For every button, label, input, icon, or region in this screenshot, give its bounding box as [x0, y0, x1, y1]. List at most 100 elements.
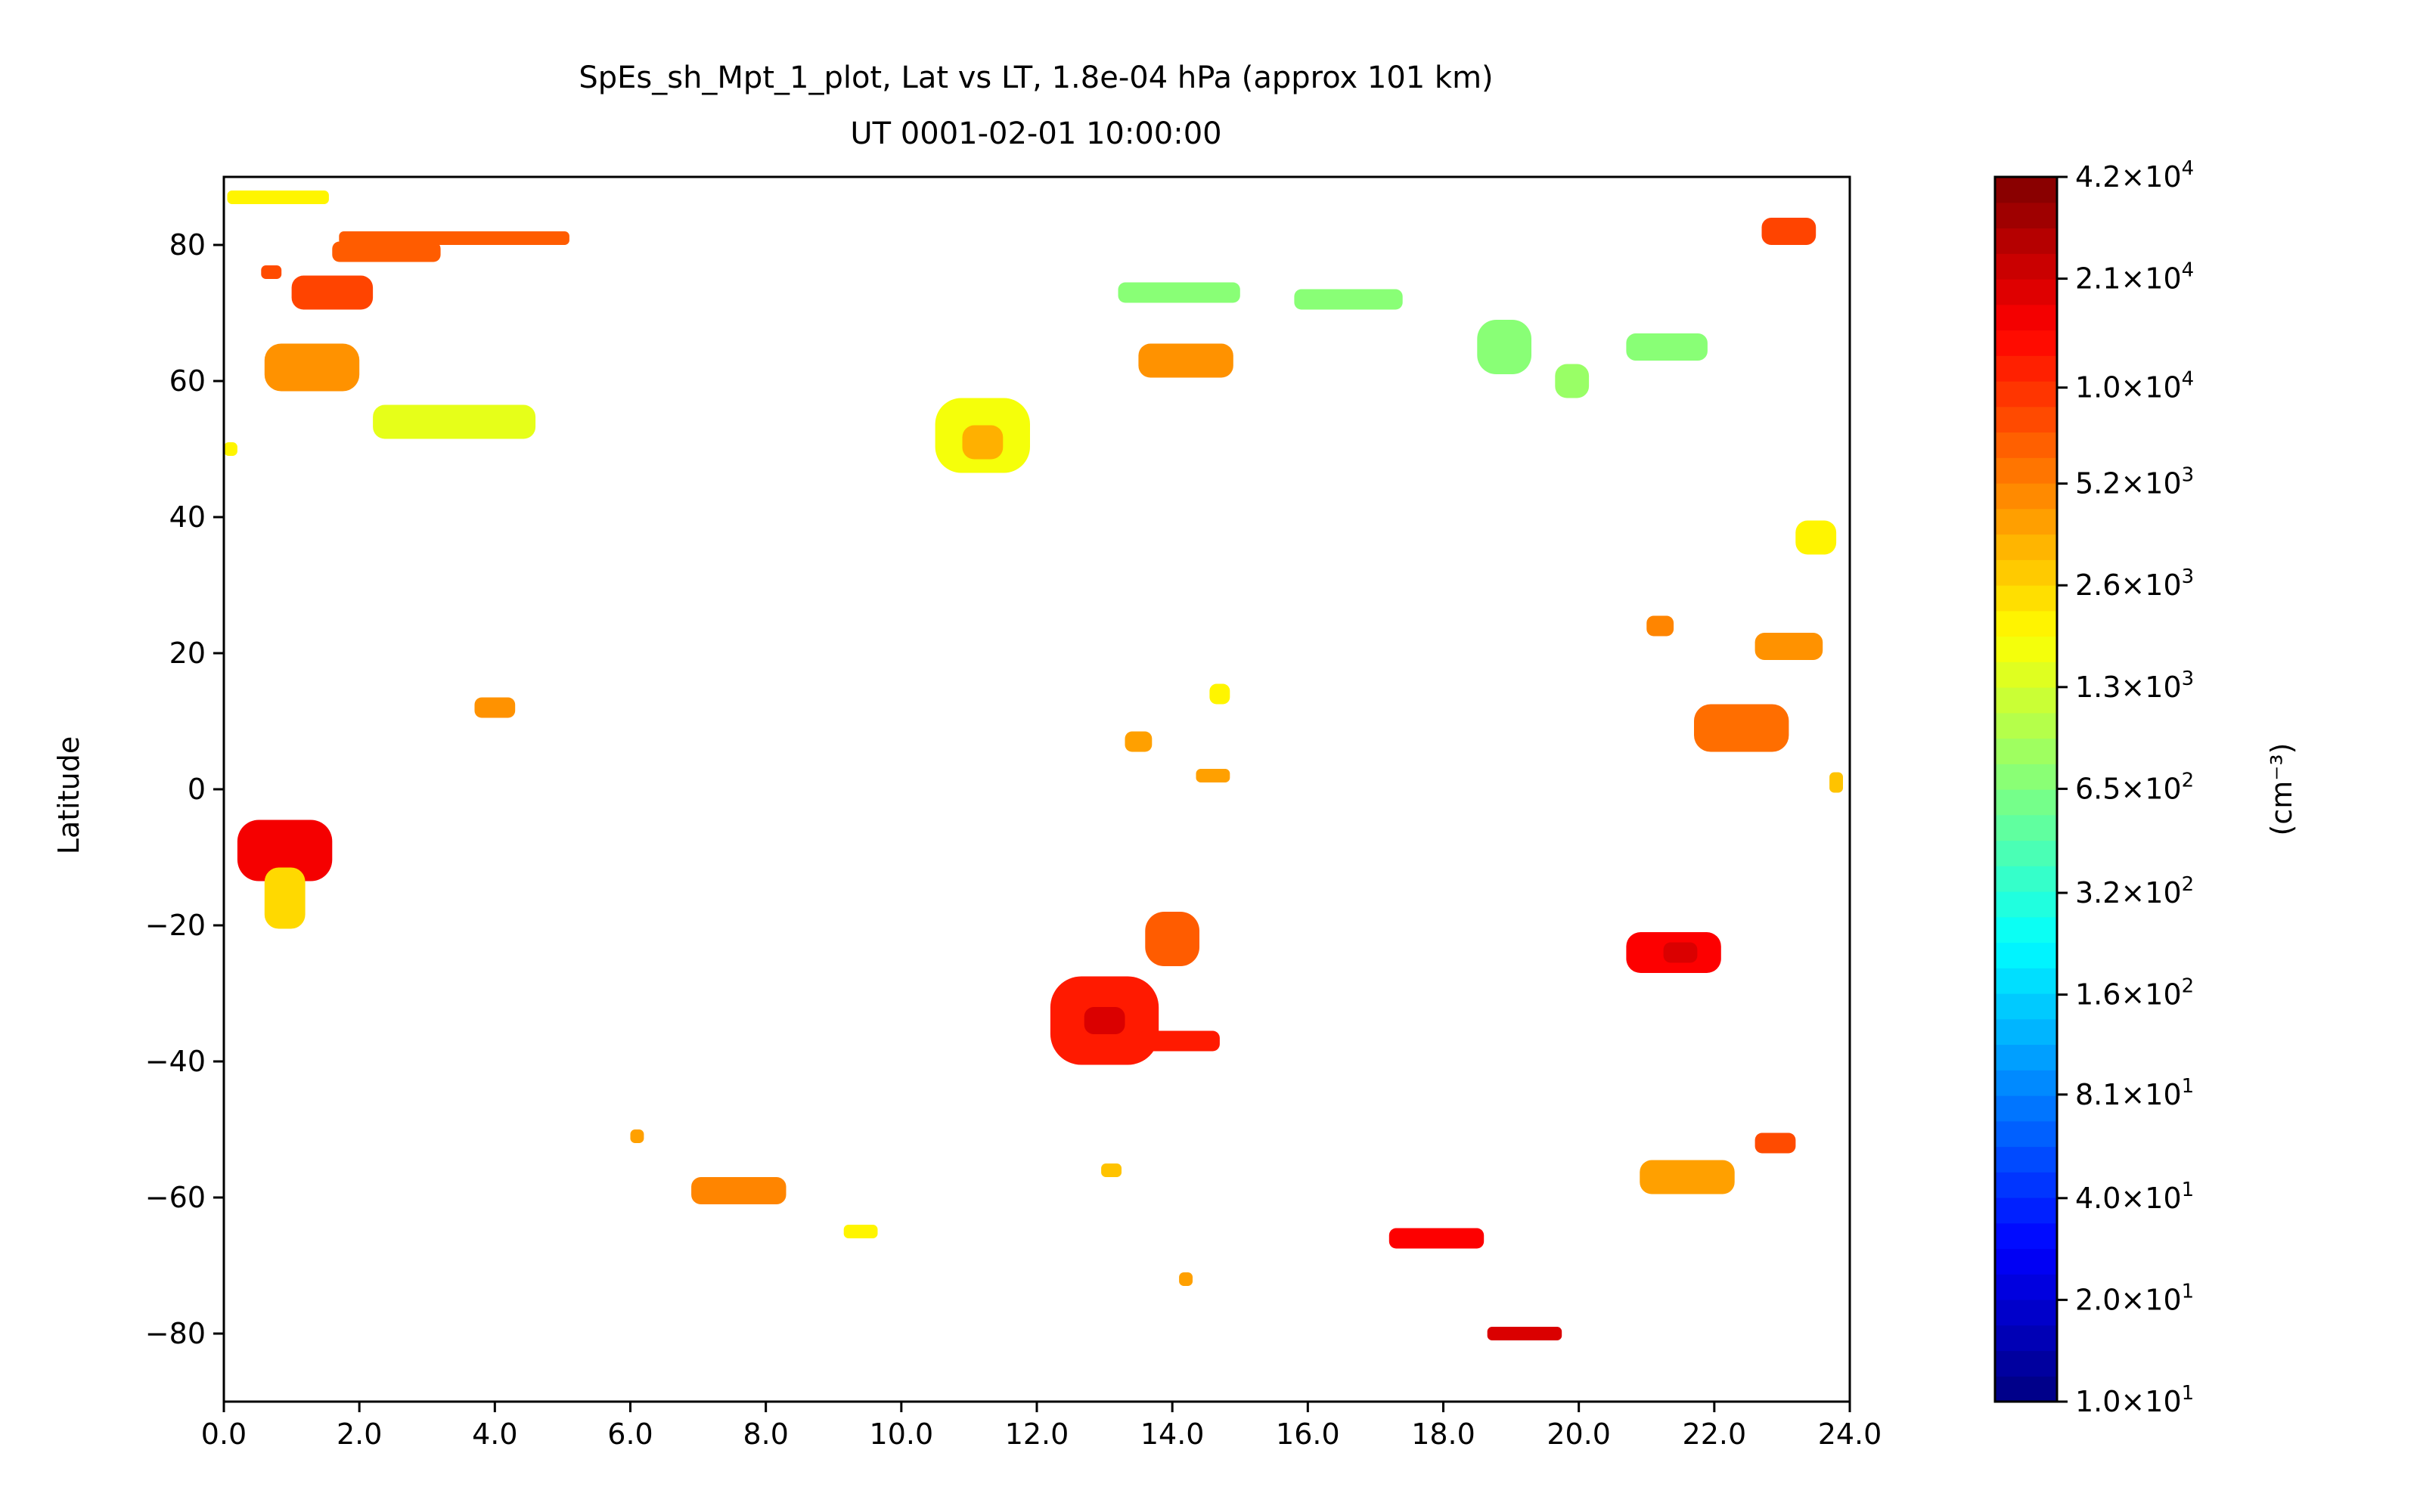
x-tick-label: 20.0: [1547, 1418, 1611, 1451]
chart-title: SpEs_sh_Mpt_1_plot, Lat vs LT, 1.8e-04 h…: [579, 60, 1493, 95]
x-tick-label: 14.0: [1140, 1418, 1205, 1451]
data-patch: [1754, 633, 1823, 660]
x-tick-label: 2.0: [337, 1418, 382, 1451]
colorbar-band: [1995, 381, 2057, 407]
data-patch: [691, 1177, 786, 1204]
y-tick-label: 0: [188, 773, 206, 806]
x-tick-label: 10.0: [870, 1418, 934, 1451]
x-tick-label: 6.0: [607, 1418, 653, 1451]
colorbar-band: [1995, 177, 2057, 203]
x-tick-label: 24.0: [1818, 1418, 1882, 1451]
y-axis: 80 60 40 20 0 −20 −40 −60 −80: [145, 228, 224, 1350]
y-tick-label: 40: [169, 500, 206, 534]
data-patch: [1209, 683, 1230, 705]
colorbar-tick-label: 2.6×103: [2075, 565, 2194, 602]
data-patch: [332, 241, 441, 262]
y-tick-label: −20: [145, 909, 206, 942]
data-patch: [843, 1225, 878, 1238]
colorbar-band: [1995, 508, 2057, 535]
data-patch: [1694, 704, 1789, 752]
data-patch: [1179, 1272, 1193, 1286]
colorbar-band: [1995, 916, 2057, 943]
plot-area: [222, 175, 1851, 1403]
colorbar-band: [1995, 1376, 2057, 1402]
data-patch: [1084, 1007, 1125, 1034]
data-patch: [261, 265, 282, 279]
colorbar-tick-label: 2.1×104: [2075, 259, 2194, 296]
colorbar-tick-label: 4.0×101: [2075, 1179, 2194, 1215]
colorbar-band: [1995, 228, 2057, 254]
chart-subtitle: UT 0001-02-01 10:00:00: [850, 116, 1221, 151]
x-tick-label: 0.0: [201, 1418, 247, 1451]
data-patch: [1145, 912, 1199, 966]
plot-background: [224, 177, 1850, 1402]
data-patch: [1829, 772, 1843, 793]
data-patch: [1118, 282, 1240, 303]
colorbar-tick-label: 4.2×104: [2075, 157, 2194, 194]
colorbar-band: [1995, 1070, 2057, 1096]
colorbar-band: [1995, 432, 2057, 458]
colorbar-band: [1995, 764, 2057, 790]
y-tick-label: 80: [169, 228, 206, 262]
y-tick-label: −60: [145, 1181, 206, 1214]
colorbar-band: [1995, 330, 2057, 356]
colorbar-band: [1995, 687, 2057, 714]
colorbar-band: [1995, 1198, 2057, 1224]
colorbar-band: [1995, 457, 2057, 484]
colorbar-band: [1995, 866, 2057, 892]
data-patch: [1663, 942, 1698, 963]
data-patch: [264, 867, 306, 929]
colorbar-band: [1995, 202, 2057, 229]
data-patch: [237, 820, 333, 881]
data-patch: [1761, 218, 1817, 245]
colorbar-band: [1995, 1018, 2057, 1046]
colorbar-band: [1995, 1222, 2057, 1250]
colorbar-band: [1995, 355, 2057, 382]
colorbar-band: [1995, 1044, 2057, 1070]
data-patch: [1640, 1160, 1735, 1194]
data-patch: [373, 404, 536, 439]
x-tick-label: 16.0: [1276, 1418, 1340, 1451]
data-patch: [224, 442, 237, 456]
colorbar-tick-label: 1.0×101: [2075, 1382, 2194, 1418]
data-patch: [630, 1129, 644, 1143]
colorbar-band: [1995, 559, 2057, 586]
data-patch: [1388, 1228, 1485, 1249]
data-patch: [1294, 289, 1403, 310]
colorbar-label: (cm⁻³): [2265, 743, 2298, 836]
colorbar-band: [1995, 968, 2057, 994]
colorbar-band: [1995, 662, 2057, 688]
colorbar-band: [1995, 1120, 2057, 1148]
colorbar-band: [1995, 406, 2057, 433]
colorbar-band: [1995, 636, 2057, 662]
data-patch: [1555, 364, 1590, 398]
x-tick-label: 12.0: [1005, 1418, 1069, 1451]
data-patch: [1626, 333, 1708, 361]
data-patch: [1477, 320, 1531, 374]
data-patch: [1125, 731, 1153, 752]
colorbar-band: [1995, 304, 2057, 331]
data-patch: [1138, 1030, 1220, 1052]
data-patch: [291, 275, 374, 310]
colorbar-tick-label: 6.5×102: [2075, 769, 2194, 805]
colorbar-band: [1995, 891, 2057, 918]
colorbar-band: [1995, 279, 2057, 305]
data-patch: [962, 425, 1004, 460]
data-patch: [474, 697, 516, 718]
y-tick-label: 20: [169, 637, 206, 670]
colorbar-band: [1995, 1146, 2057, 1173]
colorbar-band: [1995, 253, 2057, 280]
colorbar-tick-label: 1.0×104: [2075, 368, 2194, 404]
x-tick-label: 8.0: [743, 1418, 788, 1451]
y-tick-label: −80: [145, 1317, 206, 1350]
colorbar-band: [1995, 840, 2057, 866]
colorbar-band: [1995, 1300, 2057, 1326]
colorbar-band: [1995, 993, 2057, 1020]
colorbar-band: [1995, 712, 2057, 739]
data-patch: [1487, 1327, 1562, 1340]
y-axis-label: Latitude: [52, 736, 85, 854]
colorbar-band: [1995, 1172, 2057, 1198]
x-tick-label: 18.0: [1411, 1418, 1475, 1451]
colorbar-band: [1995, 1248, 2057, 1275]
